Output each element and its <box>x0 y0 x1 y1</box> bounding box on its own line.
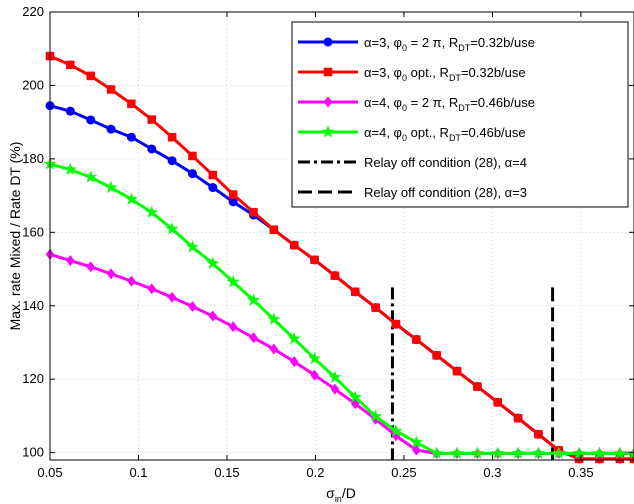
legend-label-text: α=4, φ <box>364 95 402 110</box>
series-2-point <box>107 85 115 93</box>
legend-label-text: Relay off condition (28), α=4 <box>364 155 527 170</box>
series-2-point <box>87 72 95 80</box>
legend-marker-1 <box>324 38 332 46</box>
series-2-point <box>453 367 461 375</box>
series-1-point <box>66 107 74 115</box>
x-axis-label: σin/D <box>326 485 356 504</box>
x-tick-label: 0.15 <box>214 465 239 480</box>
legend-label-text: α=3, φ <box>364 35 402 50</box>
series-2-point <box>209 171 217 179</box>
y-tick-label: 100 <box>22 445 44 460</box>
series-2-point <box>433 351 441 359</box>
series-1-point <box>188 170 196 178</box>
series-1-point <box>127 133 135 141</box>
series-1-point <box>107 125 115 133</box>
series-2-point <box>229 191 237 199</box>
x-tick-label: 0.1 <box>129 465 147 480</box>
x-axis-label-tail: /D <box>342 485 356 501</box>
series-1-point <box>209 184 217 192</box>
series-1-point <box>229 198 237 206</box>
x-tick-label: 0.35 <box>568 465 593 480</box>
legend-label-5: Relay off condition (28), α=4 <box>364 155 527 170</box>
x-axis-label-sub: in <box>335 494 342 504</box>
legend-label-sub2: DT <box>449 133 461 143</box>
series-2-point <box>534 430 542 438</box>
series-2-point <box>392 320 400 328</box>
legend-label-post: =0.32b/use <box>470 35 535 50</box>
legend-label-text: α=3, φ <box>364 65 402 80</box>
x-tick-label: 0.25 <box>391 465 416 480</box>
y-tick-label: 220 <box>22 4 44 19</box>
legend-label-mid: opt., R <box>407 125 449 140</box>
legend-label-post: =0.46b/use <box>461 125 526 140</box>
x-tick-label: 0.2 <box>306 465 324 480</box>
series-1-point <box>87 116 95 124</box>
y-axis-label: Max. rate Mixed / Rate DT (%) <box>7 142 23 331</box>
x-axis-label-main: σ <box>326 485 335 501</box>
x-tick-label: 0.05 <box>37 465 62 480</box>
series-2-point <box>412 336 420 344</box>
legend-label-sub2: DT <box>449 73 461 83</box>
y-tick-label: 120 <box>22 371 44 386</box>
y-tick-label: 160 <box>22 224 44 239</box>
legend-label-text: α=4, φ <box>364 125 402 140</box>
legend-label-mid: opt., R <box>407 65 449 80</box>
series-2-point <box>372 304 380 312</box>
series-2-point <box>270 226 278 234</box>
series-2-point <box>66 61 74 69</box>
series-2-point <box>311 256 319 264</box>
series-2-point <box>494 398 502 406</box>
series-2-point <box>514 414 522 422</box>
legend-label-mid: = 2 π, R <box>407 95 458 110</box>
legend-marker-2 <box>324 68 332 76</box>
series-1-point <box>168 157 176 165</box>
y-tick-label: 180 <box>22 151 44 166</box>
legend-label-mid: = 2 π, R <box>407 35 458 50</box>
series-2-point <box>290 241 298 249</box>
series-2-point <box>148 116 156 124</box>
series-1-point <box>148 145 156 153</box>
series-2-point <box>127 100 135 108</box>
legend-label-post: =0.32b/use <box>461 65 526 80</box>
series-2-point <box>250 208 258 216</box>
series-2-point <box>168 133 176 141</box>
legend-label-sub2: DT <box>458 103 470 113</box>
series-2-point <box>188 152 196 160</box>
y-tick-label: 200 <box>22 77 44 92</box>
x-tick-label: 0.3 <box>483 465 501 480</box>
series-2-point <box>351 288 359 296</box>
legend-label-text: Relay off condition (28), α=3 <box>364 185 527 200</box>
y-tick-label: 140 <box>22 298 44 313</box>
legend-label-sub2: DT <box>458 43 470 53</box>
series-2-point <box>331 272 339 280</box>
legend-label-6: Relay off condition (28), α=3 <box>364 185 527 200</box>
series-2-point <box>473 383 481 391</box>
legend-label-post: =0.46b/use <box>470 95 535 110</box>
